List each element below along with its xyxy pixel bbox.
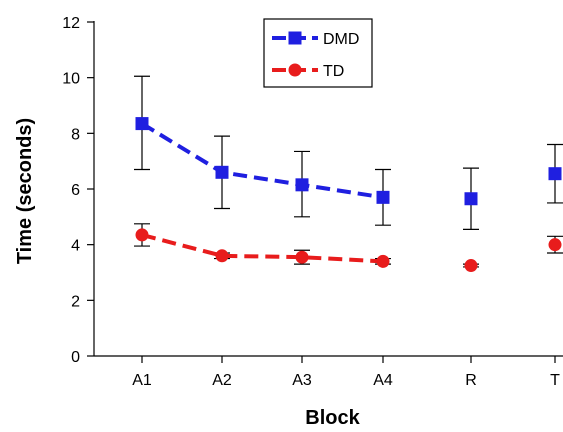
td-point [295, 250, 309, 264]
dmd-point [135, 117, 149, 131]
legend: DMD TD [263, 18, 373, 88]
x-tick-label: R [465, 372, 477, 389]
td-legend-marker [288, 63, 302, 77]
y-tick-label: 8 [71, 126, 80, 143]
td-point [548, 238, 562, 252]
y-tick-label: 6 [71, 182, 80, 199]
error-bars [134, 75, 563, 268]
x-tick-label: A2 [212, 372, 232, 389]
x-tick-label: A3 [292, 372, 312, 389]
td-point [376, 254, 390, 268]
dmd-legend-marker [288, 31, 302, 45]
dmd-point [215, 165, 229, 179]
dmd-point [295, 178, 309, 192]
axes: 0 2 4 6 8 10 12 A1 A2 A3 A4 R T [62, 15, 563, 389]
y-axis-title: Time (seconds) [14, 118, 36, 264]
dmd-point [376, 190, 390, 204]
dmd-point [548, 167, 562, 181]
series-markers [135, 117, 562, 273]
td-series-line [141, 232, 384, 264]
dmd-series-line [140, 121, 384, 200]
series-lines [140, 121, 384, 264]
td-legend-label: TD [323, 63, 344, 80]
x-tick-label: T [550, 372, 560, 389]
legend-box [263, 18, 373, 88]
td-point [464, 259, 478, 273]
x-axis-title: Block [305, 407, 360, 429]
td-point [215, 249, 229, 263]
x-tick-label: A4 [373, 372, 393, 389]
x-tick-label: A1 [132, 372, 152, 389]
y-tick-label: 4 [71, 238, 80, 255]
y-tick-label: 10 [62, 71, 80, 88]
dmd-legend-label: DMD [323, 31, 359, 48]
td-point [135, 228, 149, 242]
y-tick-label: 0 [71, 349, 80, 366]
y-tick-label: 12 [62, 15, 80, 32]
y-tick-label: 2 [71, 293, 80, 310]
dmd-point [464, 192, 478, 206]
